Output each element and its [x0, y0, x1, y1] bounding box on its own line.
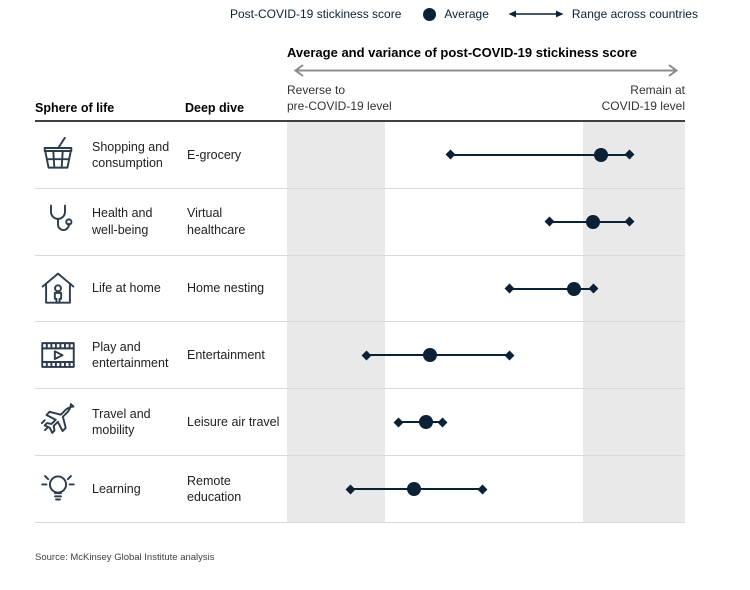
- column-header-sphere: Sphere of life: [35, 101, 115, 115]
- range-arrow-icon: [508, 10, 564, 18]
- range-line: [366, 354, 510, 357]
- shaded-band: [287, 122, 385, 523]
- average-dot: [586, 214, 601, 229]
- shaded-band: [583, 122, 685, 523]
- table-row: Shopping and consumption E-grocery: [35, 122, 685, 189]
- legend-average-label: Average: [444, 7, 489, 21]
- range-max-diamond: [624, 216, 635, 227]
- film-icon: [35, 334, 92, 376]
- average-dot: [407, 482, 422, 497]
- range-max-diamond: [437, 417, 448, 428]
- deep-dive-label: Remote education: [187, 473, 242, 505]
- deep-dive-label: Leisure air travel: [187, 415, 280, 430]
- deep-dive-label: Home nesting: [187, 281, 265, 296]
- airplane-icon: [35, 401, 92, 443]
- sphere-label: Health and well-being: [92, 206, 153, 237]
- home-person-icon: [35, 268, 92, 310]
- range-min-diamond: [544, 216, 555, 227]
- axis-label-right: Remain at COVID-19 level: [601, 83, 685, 113]
- sphere-label: Shopping and consumption: [92, 139, 170, 170]
- sphere-label: Play and entertainment: [92, 340, 169, 371]
- average-dot: [423, 348, 438, 363]
- column-header-deep-dive: Deep dive: [185, 101, 245, 115]
- deep-dive-label: E-grocery: [187, 147, 242, 162]
- deep-dive-label: Virtual healthcare: [187, 206, 246, 237]
- sphere-label: Life at home: [92, 281, 161, 296]
- range-max-diamond: [624, 149, 635, 160]
- range-max-diamond: [504, 350, 515, 361]
- legend-range-label: Range across countries: [571, 7, 698, 21]
- range-line: [509, 287, 594, 290]
- legend: Post-COVID-19 stickiness score Average R…: [230, 7, 698, 21]
- sphere-label: Learning: [92, 481, 141, 496]
- stethoscope-icon: [35, 201, 92, 243]
- axis-double-arrow-icon: [293, 64, 679, 77]
- average-dot-icon: [423, 7, 437, 21]
- deep-dive-label: Entertainment: [187, 348, 265, 363]
- source-note: Source: McKinsey Global Institute analys…: [35, 552, 215, 563]
- table: Shopping and consumption E-grocery Healt…: [35, 120, 685, 523]
- legend-score-label: Post-COVID-19 stickiness score: [230, 7, 402, 21]
- lightbulb-icon: [35, 468, 92, 510]
- table-row: Play and entertainment Entertainment: [35, 322, 685, 390]
- average-dot: [419, 415, 434, 430]
- sphere-label: Travel and mobility: [92, 406, 151, 438]
- axis-label-left: Reverse to pre-COVID-19 level: [287, 83, 392, 113]
- range-min-diamond: [504, 283, 515, 294]
- range-max-diamond: [477, 484, 487, 494]
- table-row: Learning Remote education: [35, 456, 685, 523]
- basket-icon: [35, 134, 92, 176]
- average-dot: [566, 281, 581, 296]
- range-min-diamond: [445, 149, 456, 160]
- table-row: Life at home Home nesting: [35, 256, 685, 323]
- range-min-diamond: [393, 417, 404, 428]
- average-dot: [594, 147, 609, 162]
- chart-title: Average and variance of post-COVID-19 st…: [287, 45, 637, 60]
- table-body: Shopping and consumption E-grocery Healt…: [35, 122, 685, 523]
- range-max-diamond: [588, 283, 599, 294]
- axis-labels: Reverse to pre-COVID-19 level Remain at …: [287, 83, 685, 114]
- range-min-diamond: [345, 484, 356, 494]
- table-row: Travel and mobility Leisure air travel: [35, 389, 685, 457]
- range-min-diamond: [361, 350, 372, 361]
- table-row: Health and well-being Virtual healthcare: [35, 189, 685, 256]
- range-line: [450, 153, 630, 156]
